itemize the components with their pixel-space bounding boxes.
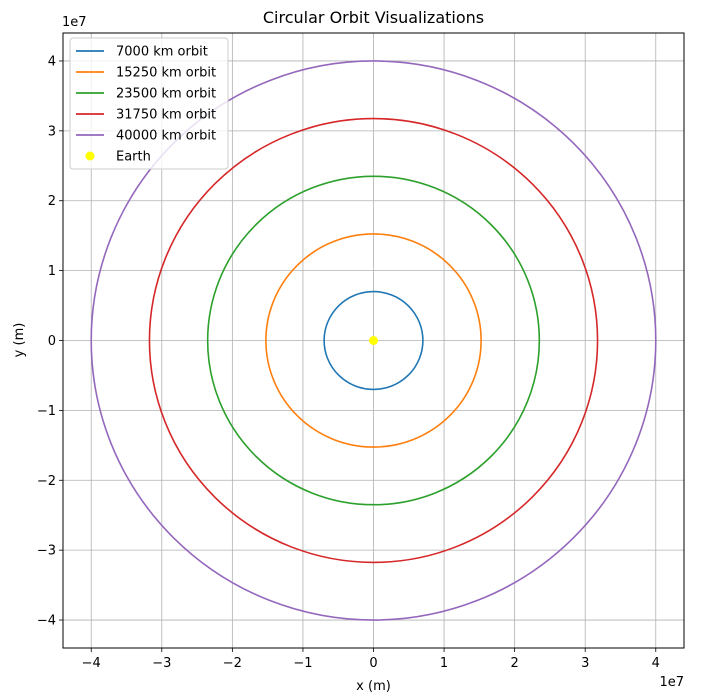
y-tick-label: 0 (48, 334, 56, 349)
grid-lines (63, 33, 684, 648)
earth-marker (369, 336, 378, 345)
orbit-line-1 (323, 290, 424, 391)
legend-label: 40000 km orbit (116, 129, 216, 144)
points-layer (369, 336, 378, 345)
legend-box (69, 37, 229, 170)
x-tick-label: 4 (652, 656, 660, 671)
y-tick-label: 2 (48, 194, 56, 209)
x-tick-label: 1 (440, 656, 448, 671)
x-tick-label: −3 (152, 656, 171, 671)
legend: 7000 km orbit 15250 km orbit 23500 km orbi… (69, 37, 229, 170)
chart-title: Circular Orbit Visualizations (263, 8, 484, 27)
x-tick-label: −2 (223, 656, 242, 671)
y-tick-label: −3 (37, 544, 56, 559)
x-axis-offset-label: 1e7 (659, 675, 684, 690)
orbit-lines (90, 60, 657, 621)
x-axis-ticks: −4 −3 −2 −1 0 1 2 3 4 (82, 648, 660, 671)
x-tick-label: −1 (293, 656, 312, 671)
y-axis-offset-label: 1e7 (62, 15, 87, 30)
legend-label: 7000 km orbit (116, 45, 208, 60)
legend-label: 15250 km orbit (116, 66, 216, 81)
x-tick-label: 0 (369, 656, 377, 671)
legend-swatch (85, 151, 95, 161)
orbit-line-4 (148, 117, 599, 564)
orbit-line-2 (265, 233, 482, 448)
x-axis-label: x (m) (356, 679, 391, 694)
y-tick-label: −2 (37, 474, 56, 489)
x-tick-label: 2 (510, 656, 518, 671)
legend-label: 31750 km orbit (116, 108, 216, 123)
y-tick-label: −1 (37, 404, 56, 419)
legend-label: Earth (116, 150, 151, 165)
y-axis-label: y (m) (12, 323, 27, 358)
y-tick-label: 4 (48, 54, 56, 69)
orbit-line-3 (206, 175, 541, 506)
y-tick-label: −4 (37, 614, 56, 629)
y-tick-label: 1 (48, 264, 56, 279)
orbit-line-5 (90, 60, 657, 621)
y-axis-ticks: −4 −3 −2 −1 0 1 2 3 4 (37, 54, 63, 629)
y-tick-label: 3 (48, 124, 56, 139)
x-tick-label: −4 (82, 656, 101, 671)
legend-label: 23500 km orbit (116, 87, 216, 102)
x-tick-label: 3 (581, 656, 589, 671)
